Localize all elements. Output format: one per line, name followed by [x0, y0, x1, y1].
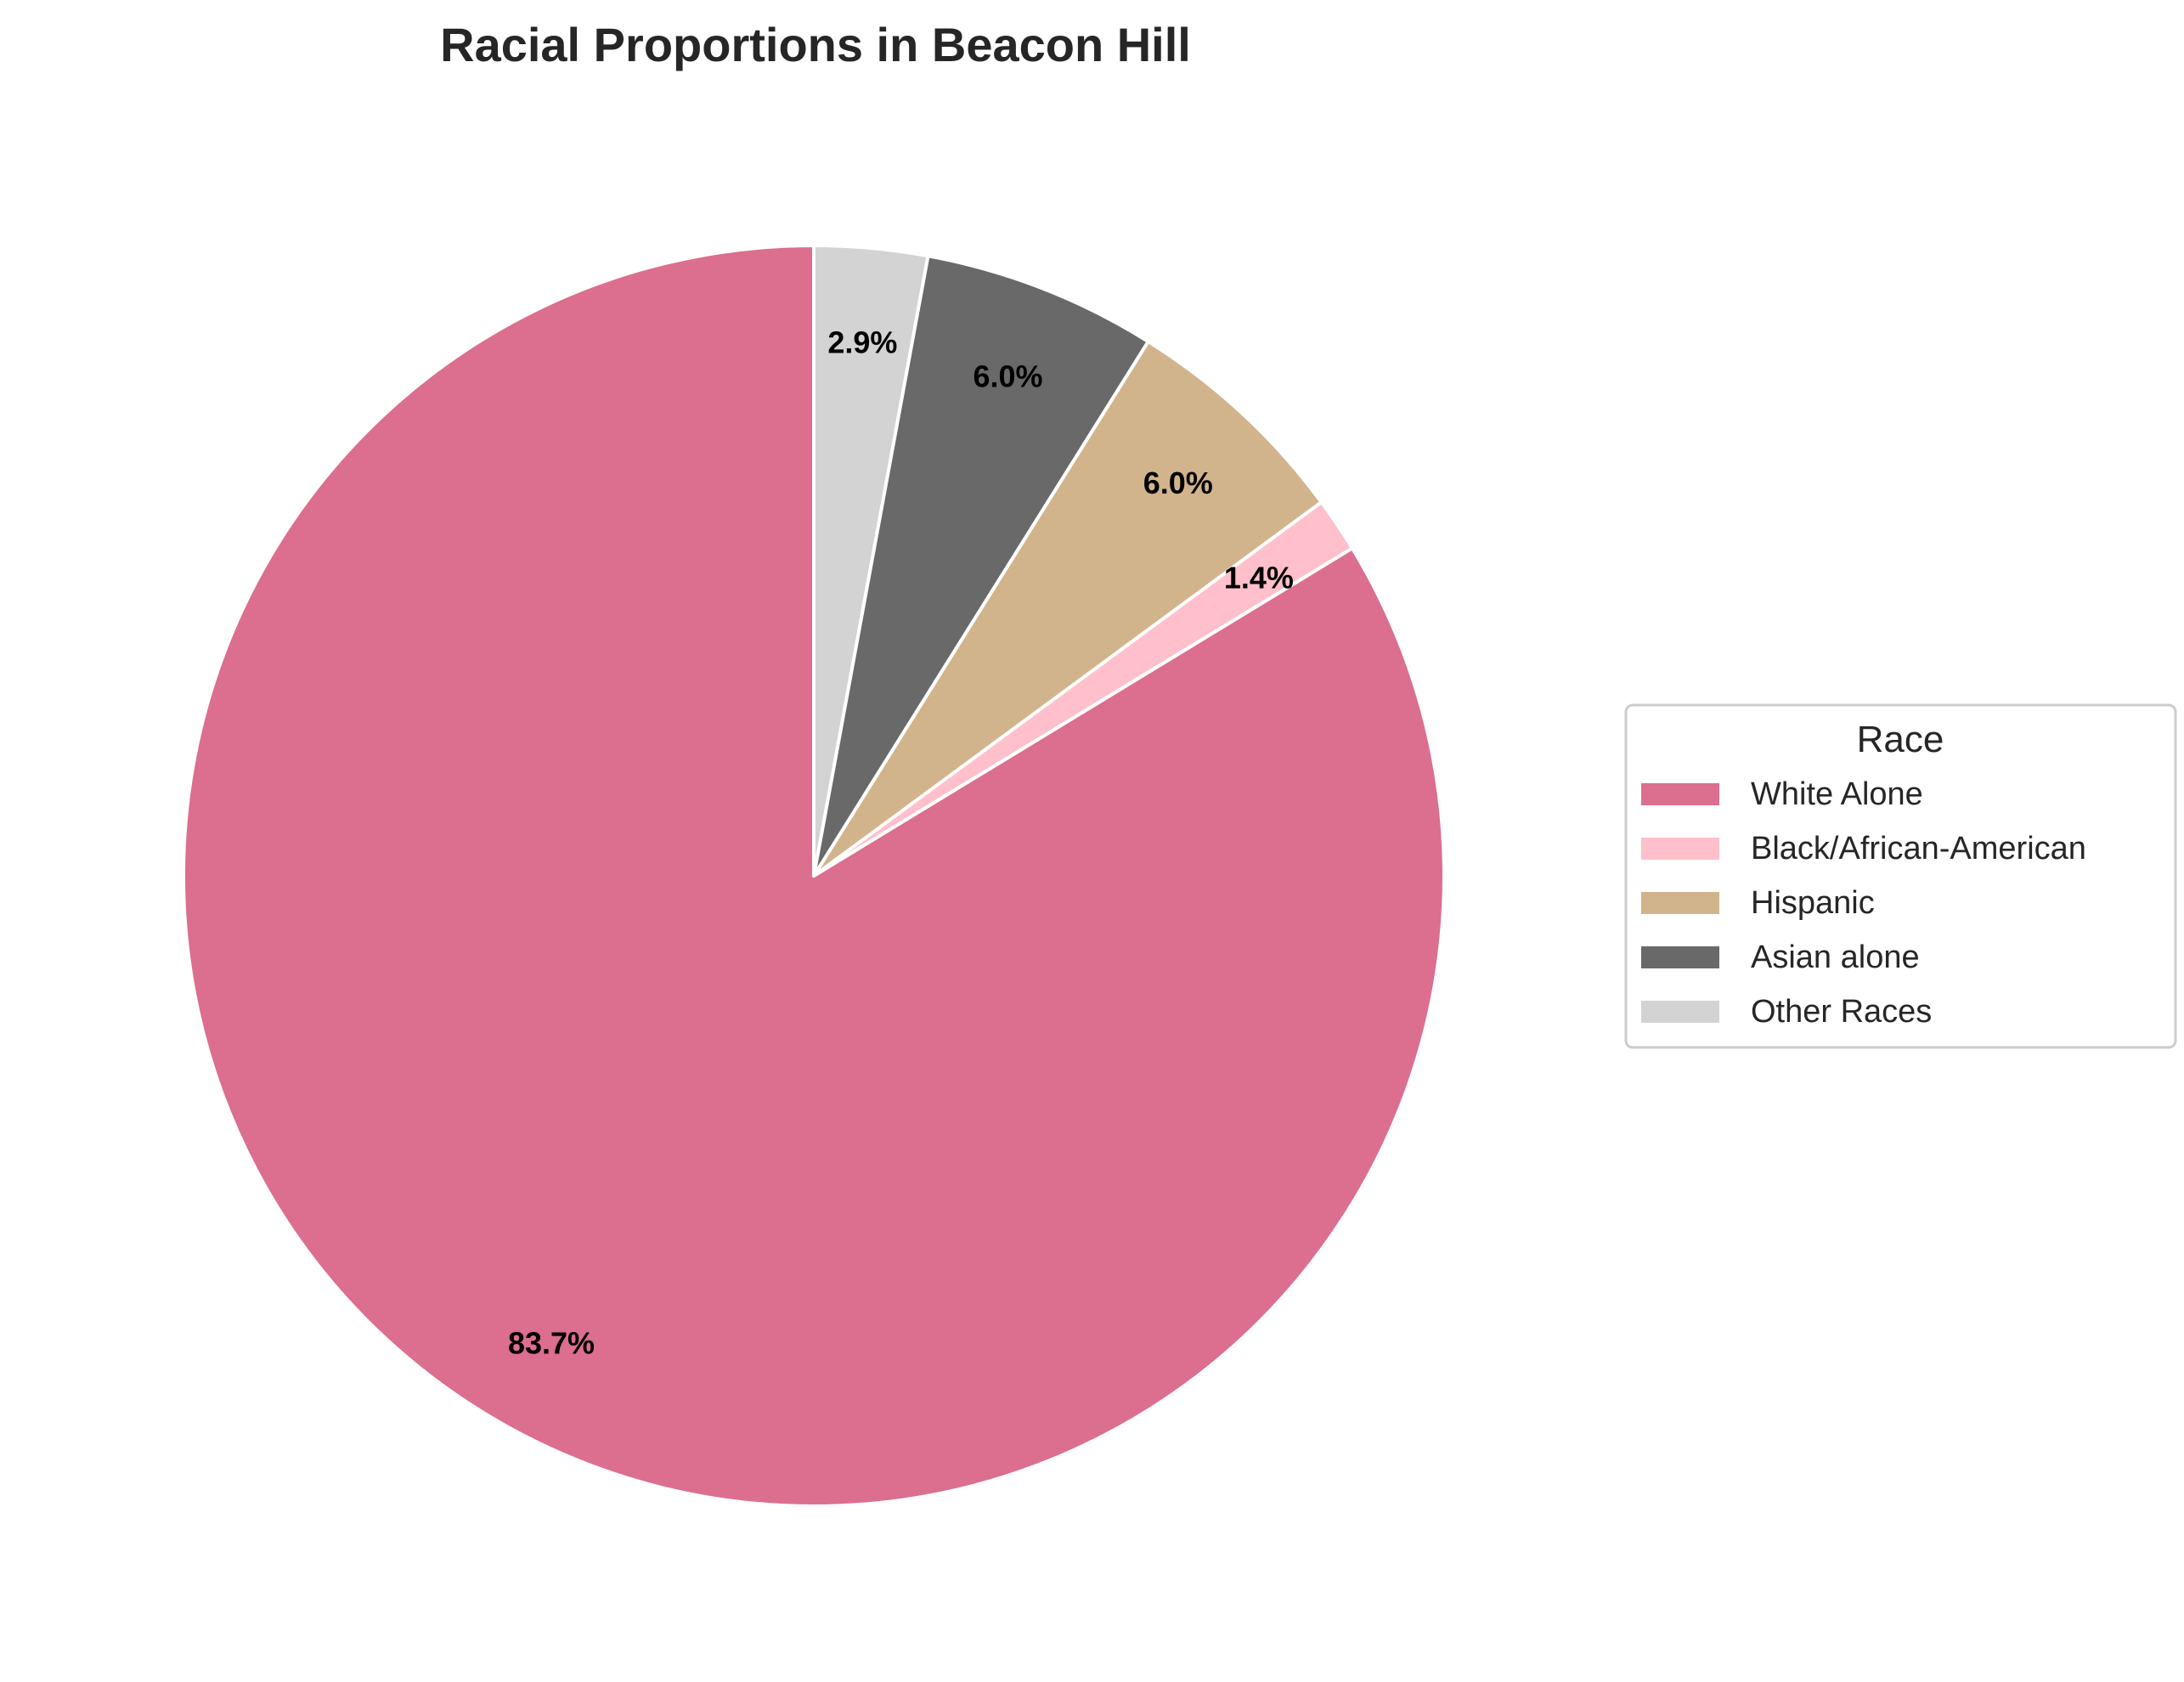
- pct-label-hispanic: 6.0%: [1143, 466, 1213, 500]
- legend-title: Race: [1857, 719, 1944, 760]
- pct-label-black-african-american: 1.4%: [1224, 560, 1294, 595]
- pct-label-other-races: 2.9%: [827, 325, 897, 359]
- legend-swatch-other-races: [1641, 1001, 1719, 1023]
- pie-slice-asian-alone: [812, 254, 1150, 878]
- legend-swatch-black-african-american: [1641, 838, 1719, 860]
- legend-label-hispanic: Hispanic: [1751, 885, 1875, 921]
- legend: Race White Alone Black/African-American Hi…: [1624, 703, 2177, 1049]
- legend-frame: [1624, 703, 2177, 1049]
- pct-label-asian-alone: 6.0%: [973, 359, 1042, 394]
- legend-label-black-african-american: Black/African-American: [1751, 831, 2086, 866]
- pie-slices: [182, 244, 1446, 1508]
- legend-swatch-asian-alone: [1641, 946, 1719, 968]
- pie-slice-white-alone: [182, 244, 1446, 1508]
- legend-swatch-white-alone: [1641, 783, 1719, 805]
- pie-slice-hispanic: [812, 340, 1323, 878]
- pie-slice-other-races: [812, 244, 930, 878]
- chart-title: Racial Proportions in Beacon Hill: [440, 18, 1191, 71]
- legend-label-asian-alone: Asian alone: [1751, 940, 1920, 975]
- legend-swatch-hispanic: [1641, 892, 1719, 914]
- pct-label-white-alone: 83.7%: [508, 1325, 595, 1360]
- legend-label-other-races: Other Races: [1751, 994, 1932, 1030]
- legend-items: White Alone Black/African-American Hispani…: [1641, 776, 2086, 1030]
- legend-label-white-alone: White Alone: [1751, 776, 1923, 812]
- percentage-labels: 83.7% 1.4% 6.0% 6.0% 2.9%: [508, 325, 1294, 1360]
